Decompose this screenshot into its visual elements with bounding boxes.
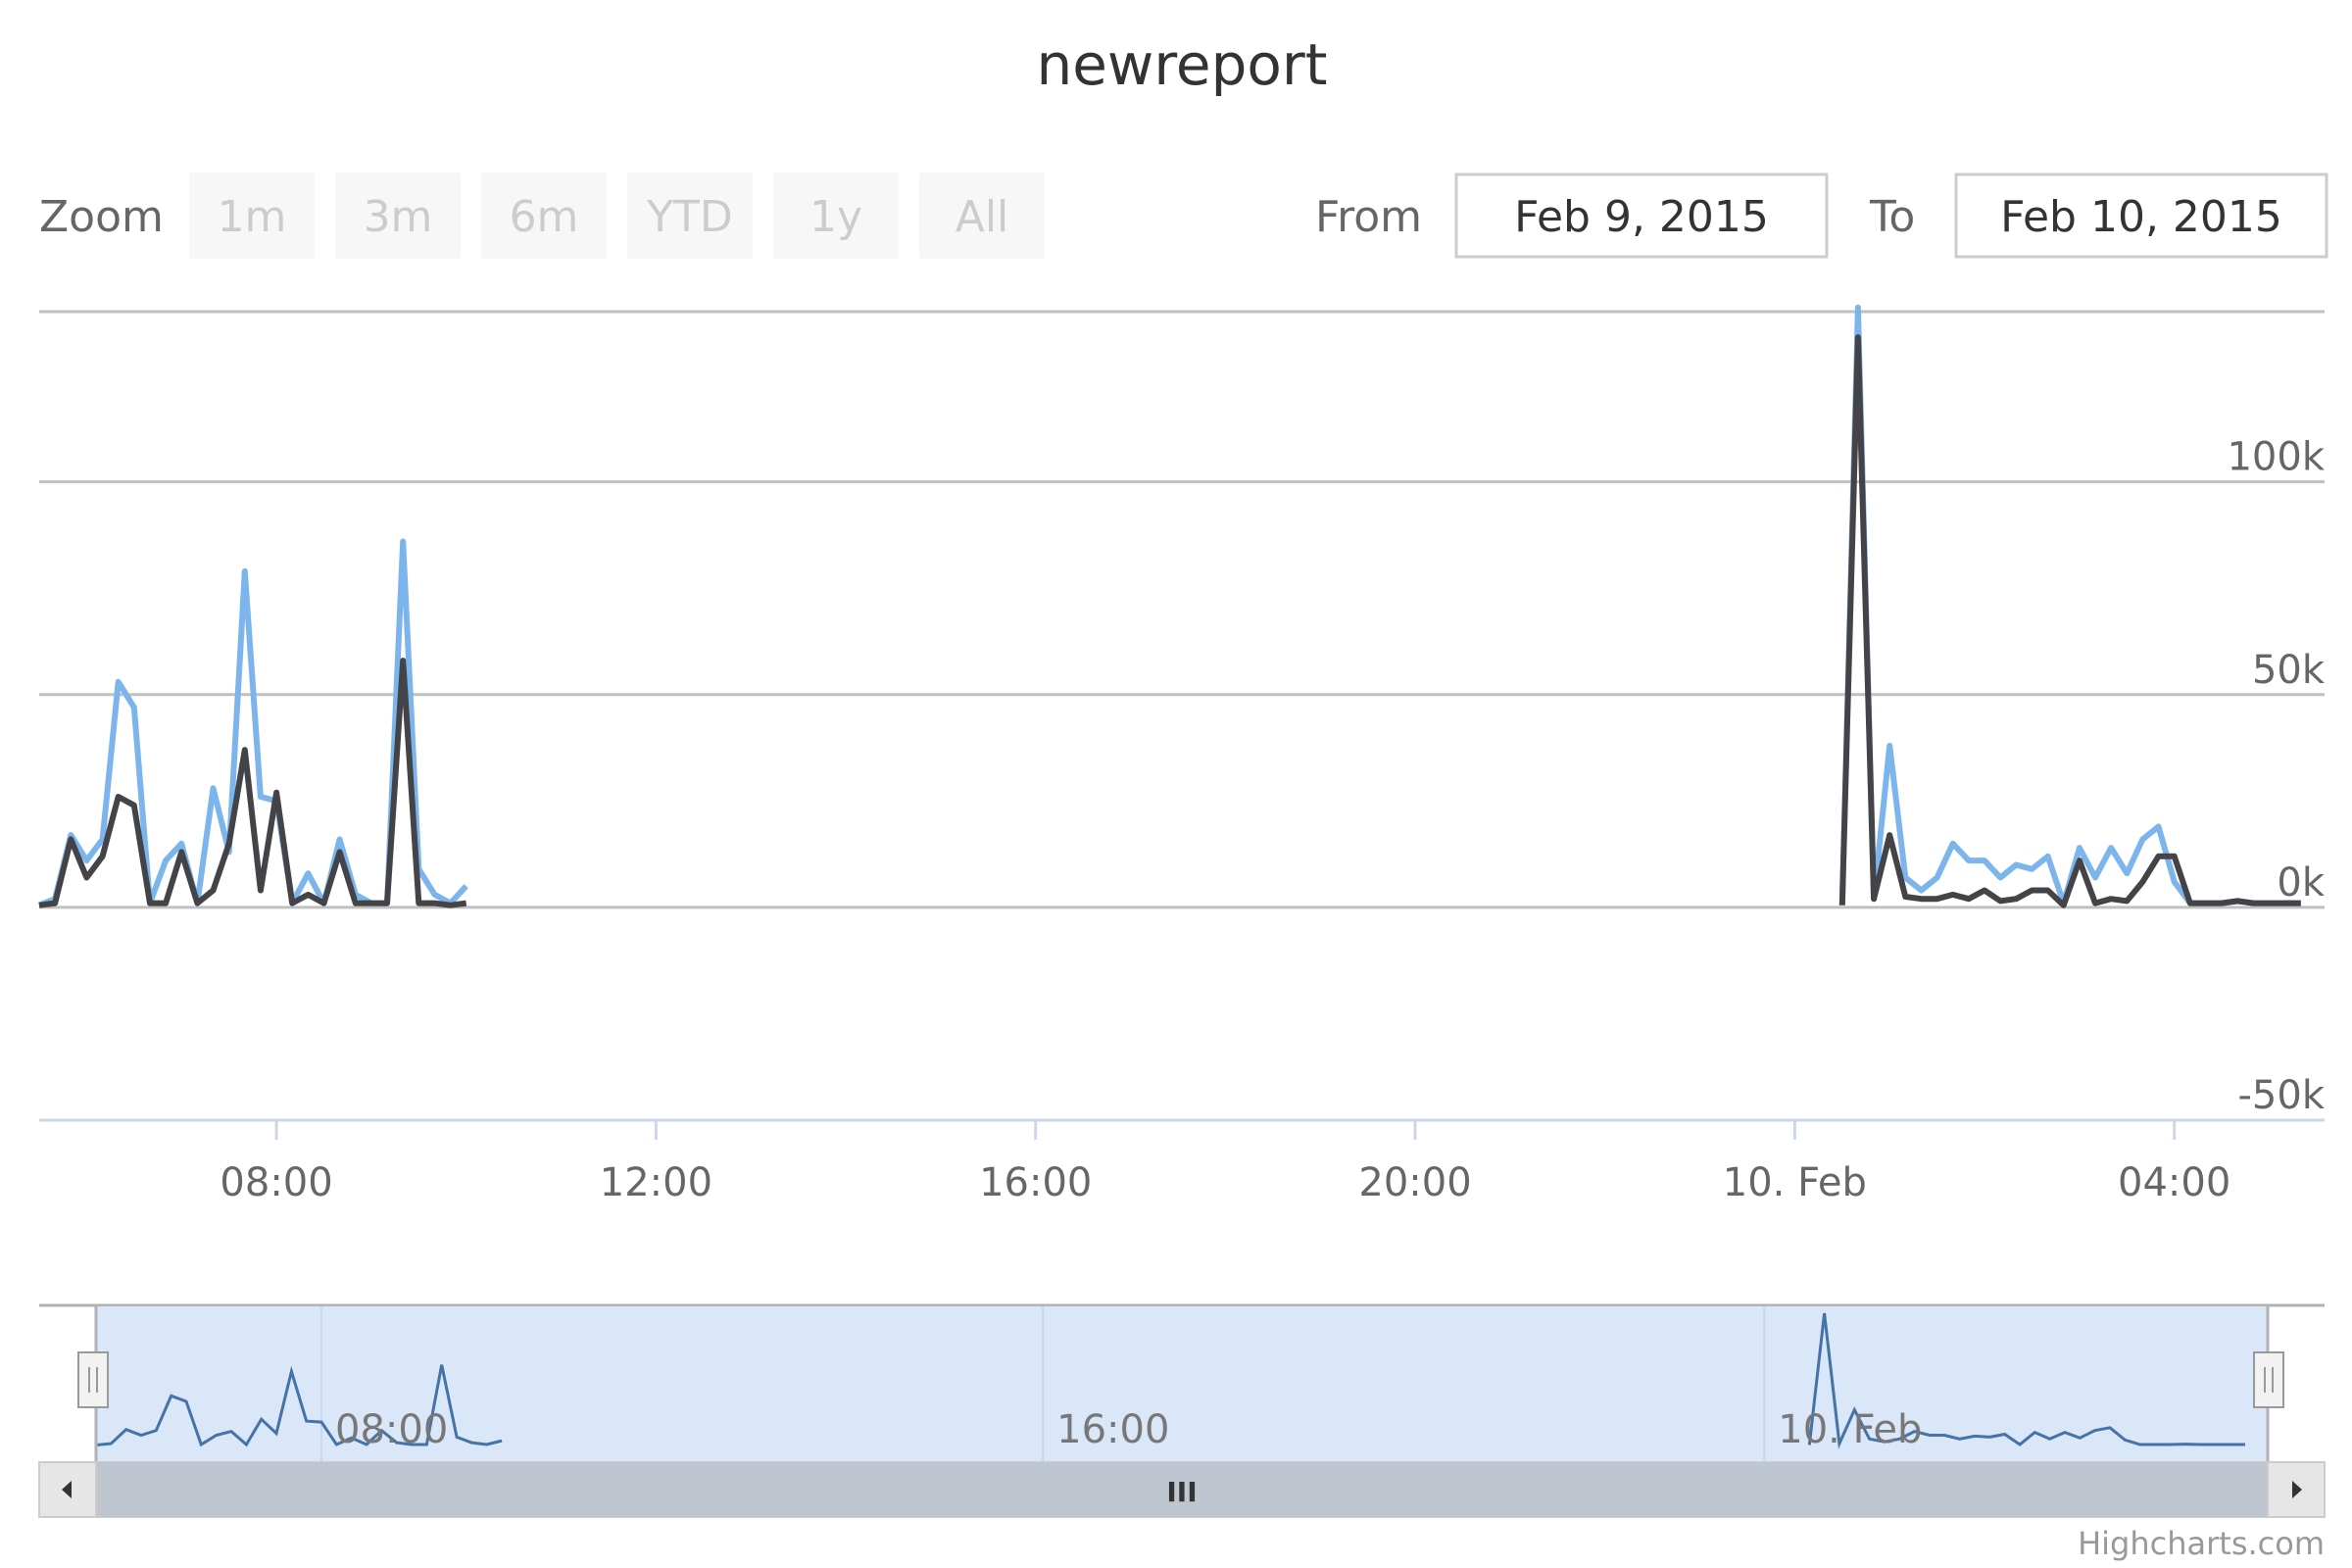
scrollbar-grip: III: [1166, 1476, 1197, 1508]
to-date-value: Feb 10, 2015: [2000, 192, 2282, 242]
x-tick-label: 04:00: [2118, 1160, 2230, 1205]
series-line-0[interactable]: [37, 538, 468, 908]
x-tick-label: 16:00: [979, 1160, 1092, 1205]
zoom-button-label: 1m: [218, 192, 287, 242]
zoom-button-1y[interactable]: 1y: [773, 172, 899, 259]
zoom-label: Zoom: [39, 192, 164, 242]
scrollbar[interactable]: III: [38, 1461, 2326, 1518]
y-grid: [39, 480, 2325, 909]
x-tick-label: 20:00: [1358, 1160, 1471, 1205]
navigator[interactable]: 08:00 16:00 10. Feb: [39, 1303, 2325, 1462]
zoom-button-ytd[interactable]: YTD: [627, 172, 753, 259]
navigator-right-handle[interactable]: [2253, 1351, 2284, 1408]
y-tick-label: -50k: [2238, 1073, 2326, 1118]
chevron-right-icon: [2292, 1481, 2302, 1498]
x-tick-label: 10. Feb: [1723, 1160, 1867, 1205]
to-label: To: [1869, 192, 1915, 242]
series-line-3[interactable]: [1838, 334, 2301, 908]
navigator-series-line: [95, 1312, 2245, 1449]
navigator-tick-label: 16:00: [1056, 1407, 1169, 1452]
scroll-left-button[interactable]: [38, 1461, 97, 1518]
series-line-1[interactable]: [38, 658, 467, 908]
navigator-grid: [320, 1306, 1766, 1462]
range-selector: Zoom 1m 3m 6m YTD 1y All From Feb 9, 20: [39, 172, 2328, 259]
from-label: From: [1315, 192, 1422, 242]
zoom-button-label: YTD: [646, 192, 733, 242]
y-tick-label: 0k: [2277, 860, 2325, 906]
from-date-value: Feb 9, 2015: [1514, 192, 1769, 242]
scrollbar-thumb[interactable]: [96, 1462, 2268, 1517]
zoom-button-label: 6m: [510, 192, 579, 242]
to-date-input[interactable]: Feb 10, 2015: [1954, 172, 2328, 259]
y-tick-label: 50k: [2252, 648, 2326, 693]
scroll-right-button[interactable]: [2267, 1461, 2326, 1518]
x-tick-label: 12:00: [600, 1160, 712, 1205]
chart-title: newreport: [1036, 31, 1327, 98]
zoom-button-all[interactable]: All: [919, 172, 1045, 259]
x-axis: 08:00 12:00 16:00 20:00 10. Feb 04:00: [220, 1120, 2230, 1205]
navigator-x-labels: 08:00 16:00 10. Feb: [335, 1407, 1922, 1452]
zoom-button-label: All: [956, 192, 1009, 242]
navigator-tick-label: 10. Feb: [1778, 1407, 1922, 1452]
zoom-button-6m[interactable]: 6m: [481, 172, 607, 259]
navigator-left-handle[interactable]: [77, 1351, 109, 1408]
series-line-2[interactable]: [1838, 304, 2301, 906]
navigator-tick-label: 08:00: [335, 1407, 448, 1452]
series: [37, 304, 2301, 908]
y-axis-labels: 100k 50k 0k -50k: [2227, 435, 2325, 1118]
x-tick-label: 08:00: [220, 1160, 332, 1205]
y-tick-label: 100k: [2227, 435, 2325, 480]
chevron-left-icon: [62, 1481, 72, 1498]
zoom-button-label: 1y: [809, 192, 862, 242]
zoom-button-3m[interactable]: 3m: [335, 172, 461, 259]
from-date-input[interactable]: Feb 9, 2015: [1454, 172, 1829, 259]
zoom-button-1m[interactable]: 1m: [189, 172, 315, 259]
zoom-button-label: 3m: [364, 192, 433, 242]
credits-link[interactable]: Highcharts.com: [2078, 1525, 2325, 1562]
